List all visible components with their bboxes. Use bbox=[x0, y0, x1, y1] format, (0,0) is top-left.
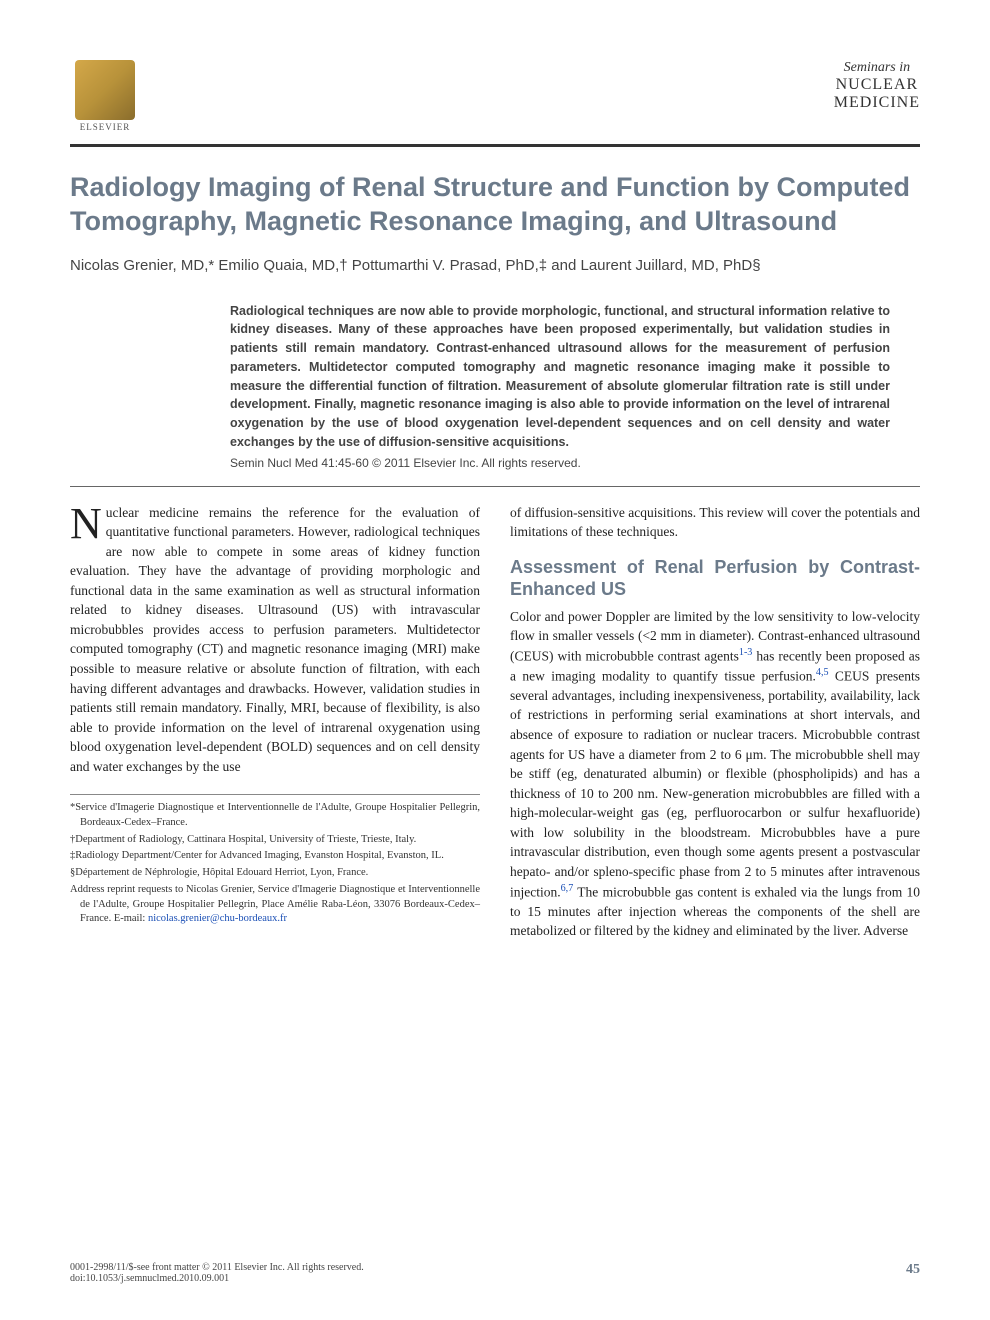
affiliation-footnotes: *Service d'Imagerie Diagnostique et Inte… bbox=[70, 794, 480, 927]
doi-line: doi:10.1053/j.semnuclmed.2010.09.001 bbox=[70, 1273, 364, 1284]
publisher-logo: ELSEVIER bbox=[70, 60, 140, 132]
ref-link-6-7[interactable]: 6,7 bbox=[561, 883, 574, 894]
header-rule bbox=[70, 144, 920, 147]
page-header: ELSEVIER Seminars in NUCLEAR MEDICINE bbox=[70, 60, 920, 132]
publisher-name: ELSEVIER bbox=[80, 122, 131, 132]
journal-title-box: Seminars in NUCLEAR MEDICINE bbox=[834, 60, 920, 112]
author-email[interactable]: nicolas.grenier@chu-bordeaux.fr bbox=[148, 913, 287, 924]
copyright-line: 0001-2998/11/$-see front matter © 2011 E… bbox=[70, 1262, 364, 1273]
abstract-text: Radiological techniques are now able to … bbox=[230, 302, 890, 452]
section-heading-perfusion: Assessment of Renal Perfusion by Contras… bbox=[510, 556, 920, 601]
column-left: Nuclear medicine remains the reference f… bbox=[70, 503, 480, 941]
journal-name-line2: NUCLEAR bbox=[834, 76, 920, 94]
body-columns: Nuclear medicine remains the reference f… bbox=[70, 503, 920, 941]
dropcap: N bbox=[70, 503, 106, 542]
column-right: of diffusion-sensitive acquisitions. Thi… bbox=[510, 503, 920, 941]
affiliation-1: *Service d'Imagerie Diagnostique et Inte… bbox=[70, 801, 480, 830]
perfusion-paragraph: Color and power Doppler are limited by t… bbox=[510, 607, 920, 941]
authors-line: Nicolas Grenier, MD,* Emilio Quaia, MD,†… bbox=[70, 257, 920, 274]
footer-left: 0001-2998/11/$-see front matter © 2011 E… bbox=[70, 1262, 364, 1284]
citation-line: Semin Nucl Med 41:45-60 © 2011 Elsevier … bbox=[230, 456, 920, 470]
intro-continuation: of diffusion-sensitive acquisitions. Thi… bbox=[510, 503, 920, 542]
journal-name-line1: Seminars in bbox=[834, 60, 920, 76]
affiliation-4: §Département de Néphrologie, Hôpital Edo… bbox=[70, 866, 480, 881]
affiliation-3: ‡Radiology Department/Center for Advance… bbox=[70, 849, 480, 864]
reprint-address: Address reprint requests to Nicolas Gren… bbox=[70, 883, 480, 927]
intro-text: uclear medicine remains the reference fo… bbox=[70, 505, 480, 774]
ref-link-1-3[interactable]: 1-3 bbox=[739, 647, 752, 658]
article-title: Radiology Imaging of Renal Structure and… bbox=[70, 171, 920, 239]
intro-paragraph: Nuclear medicine remains the reference f… bbox=[70, 503, 480, 777]
affiliation-2: †Department of Radiology, Cattinara Hosp… bbox=[70, 833, 480, 848]
elsevier-tree-icon bbox=[75, 60, 135, 120]
page-number: 45 bbox=[906, 1262, 920, 1284]
page-footer: 0001-2998/11/$-see front matter © 2011 E… bbox=[70, 1262, 920, 1284]
abstract-rule bbox=[70, 486, 920, 487]
journal-name-line3: MEDICINE bbox=[834, 94, 920, 112]
ref-link-4-5[interactable]: 4,5 bbox=[816, 667, 829, 678]
